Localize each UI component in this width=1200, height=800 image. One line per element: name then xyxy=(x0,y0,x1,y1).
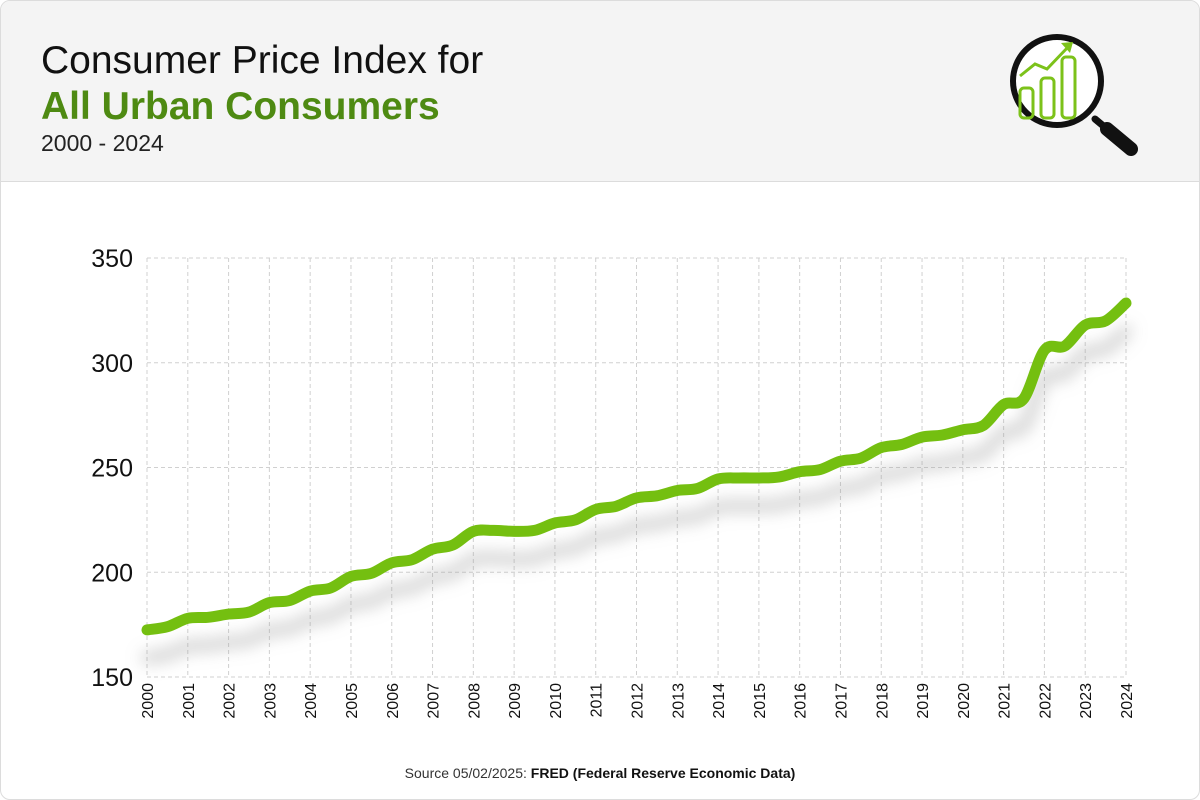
data-point xyxy=(675,489,679,493)
source-name: FRED (Federal Reserve Economic Data) xyxy=(530,765,796,781)
page-subtitle: 2000 - 2024 xyxy=(41,130,164,156)
data-point xyxy=(288,599,292,603)
data-point xyxy=(696,486,700,490)
data-point xyxy=(1002,403,1006,407)
data-point xyxy=(492,528,496,532)
y-tick-label: 300 xyxy=(91,350,133,378)
x-tick-label: 2024 xyxy=(1119,683,1136,719)
data-point xyxy=(512,529,516,533)
x-tick-label: 2015 xyxy=(752,683,769,719)
magnifier-chart-icon xyxy=(1010,34,1138,156)
data-point xyxy=(757,476,761,480)
data-point xyxy=(635,496,639,500)
data-point xyxy=(614,504,618,508)
data-point xyxy=(227,612,231,616)
x-tick-label: 2023 xyxy=(1078,683,1095,719)
x-tick-label: 2008 xyxy=(466,683,483,719)
page-title-highlight: All Urban Consumers xyxy=(41,85,440,128)
data-point xyxy=(369,571,373,575)
data-point xyxy=(451,543,455,547)
page-title: Consumer Price Index for xyxy=(41,39,484,82)
y-tick-label: 200 xyxy=(91,559,133,587)
data-point xyxy=(267,601,271,605)
x-tick-label: 2016 xyxy=(793,683,810,719)
y-tick-label: 350 xyxy=(91,245,133,273)
data-point xyxy=(573,518,577,522)
series-shadow xyxy=(141,325,1132,664)
data-point xyxy=(900,443,904,447)
x-tick-label: 2003 xyxy=(262,683,279,719)
data-point xyxy=(145,628,149,632)
data-point xyxy=(818,468,822,472)
data-point xyxy=(410,558,414,562)
x-tick-label: 2009 xyxy=(507,683,524,719)
x-tick-label: 2012 xyxy=(630,683,647,719)
x-tick-label: 2021 xyxy=(997,683,1014,719)
y-tick-label: 250 xyxy=(91,455,133,483)
data-point xyxy=(1083,323,1087,327)
x-tick-label: 2005 xyxy=(344,683,361,719)
data-point xyxy=(839,459,843,463)
x-tick-label: 2018 xyxy=(874,683,891,719)
x-tick-label: 2001 xyxy=(181,683,198,719)
y-axis-labels: 150 200 250 300 350 xyxy=(91,245,133,692)
source-note: Source 05/02/2025: FRED (Federal Reserve… xyxy=(1,765,1199,781)
data-point xyxy=(981,424,985,428)
data-point xyxy=(1022,396,1026,400)
x-tick-label: 2022 xyxy=(1037,683,1054,719)
x-tick-label: 2017 xyxy=(833,683,850,719)
data-point xyxy=(737,476,741,480)
data-point xyxy=(329,586,333,590)
data-point xyxy=(349,574,353,578)
x-tick-label: 2013 xyxy=(670,683,687,719)
data-point xyxy=(1042,348,1046,352)
data-point xyxy=(716,477,720,481)
chart-grid xyxy=(146,257,1127,678)
x-tick-label: 2020 xyxy=(956,683,973,719)
x-tick-label: 2004 xyxy=(303,683,320,719)
data-point xyxy=(308,589,312,593)
data-point xyxy=(961,428,965,432)
x-axis-labels: 2000 2001 2002 2003 2004 2005 2006 2007 2008 2009… xyxy=(140,683,1136,719)
series-line-cpi xyxy=(141,297,1132,636)
data-point xyxy=(533,528,537,532)
x-tick-label: 2000 xyxy=(140,683,157,719)
data-point xyxy=(1104,319,1108,323)
data-point xyxy=(655,494,659,498)
data-point xyxy=(777,475,781,479)
data-point xyxy=(1124,301,1128,305)
x-tick-label: 2007 xyxy=(426,683,443,719)
x-tick-label: 2019 xyxy=(915,683,932,719)
data-point xyxy=(920,435,924,439)
x-tick-label: 2006 xyxy=(385,683,402,719)
line-chart: 150 200 250 300 350 2000 2001 2002 2003 2004 2005… xyxy=(91,245,1136,719)
data-point xyxy=(390,561,394,565)
data-point xyxy=(594,507,598,511)
data-point xyxy=(431,547,435,551)
data-point xyxy=(859,456,863,460)
data-point xyxy=(940,433,944,437)
data-point xyxy=(186,616,190,620)
data-point xyxy=(247,610,251,614)
data-point xyxy=(798,470,802,474)
x-tick-label: 2002 xyxy=(222,683,239,719)
chart-series xyxy=(141,297,1132,664)
y-tick-label: 150 xyxy=(91,664,133,692)
x-tick-label: 2010 xyxy=(548,683,565,719)
header: Consumer Price Index for All Urban Consu… xyxy=(1,1,1199,182)
x-tick-label: 2011 xyxy=(589,683,606,718)
data-point xyxy=(1063,344,1067,348)
data-point xyxy=(879,446,883,450)
data-point xyxy=(471,529,475,533)
source-prefix: Source 05/02/2025: xyxy=(404,765,527,781)
x-tick-label: 2014 xyxy=(711,683,728,719)
data-point xyxy=(553,521,557,525)
data-point xyxy=(165,625,169,629)
data-point xyxy=(206,615,210,619)
